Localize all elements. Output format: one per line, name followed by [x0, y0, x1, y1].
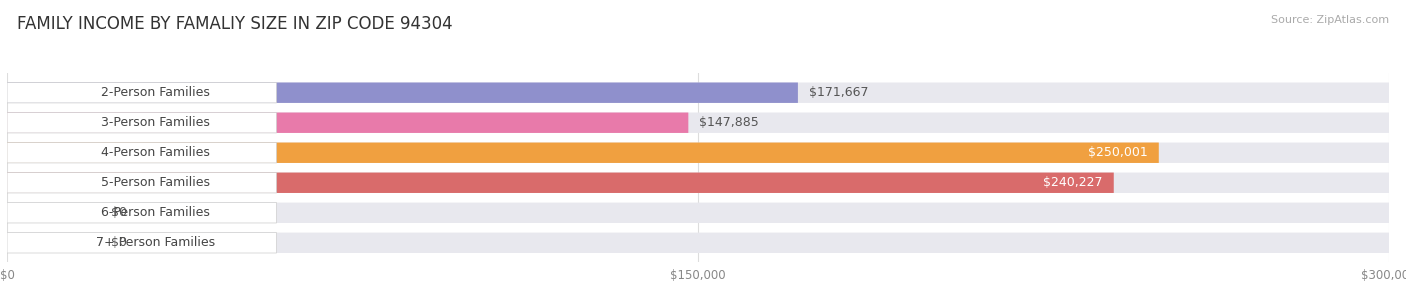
- Text: 7+ Person Families: 7+ Person Families: [96, 236, 215, 249]
- FancyBboxPatch shape: [7, 233, 277, 253]
- FancyBboxPatch shape: [7, 233, 1389, 253]
- FancyBboxPatch shape: [7, 113, 277, 133]
- FancyBboxPatch shape: [7, 142, 1389, 163]
- Text: Source: ZipAtlas.com: Source: ZipAtlas.com: [1271, 15, 1389, 25]
- Text: 3-Person Families: 3-Person Families: [101, 116, 209, 129]
- Text: $171,667: $171,667: [808, 86, 869, 99]
- Text: $147,885: $147,885: [699, 116, 759, 129]
- Text: 6-Person Families: 6-Person Families: [101, 206, 209, 219]
- FancyBboxPatch shape: [7, 83, 1389, 103]
- FancyBboxPatch shape: [7, 113, 689, 133]
- FancyBboxPatch shape: [7, 83, 277, 103]
- Text: FAMILY INCOME BY FAMALIY SIZE IN ZIP CODE 94304: FAMILY INCOME BY FAMALIY SIZE IN ZIP COD…: [17, 15, 453, 33]
- FancyBboxPatch shape: [7, 83, 797, 103]
- Text: $250,001: $250,001: [1088, 146, 1147, 159]
- FancyBboxPatch shape: [7, 173, 1114, 193]
- FancyBboxPatch shape: [7, 113, 1389, 133]
- Text: $240,227: $240,227: [1043, 176, 1102, 189]
- Text: 5-Person Families: 5-Person Families: [101, 176, 209, 189]
- FancyBboxPatch shape: [7, 203, 277, 223]
- FancyBboxPatch shape: [7, 203, 1389, 223]
- FancyBboxPatch shape: [7, 173, 277, 193]
- Text: 2-Person Families: 2-Person Families: [101, 86, 209, 99]
- FancyBboxPatch shape: [7, 173, 1389, 193]
- FancyBboxPatch shape: [7, 142, 1159, 163]
- Text: 4-Person Families: 4-Person Families: [101, 146, 209, 159]
- Text: $0: $0: [111, 206, 127, 219]
- FancyBboxPatch shape: [7, 142, 277, 163]
- Text: $0: $0: [111, 236, 127, 249]
